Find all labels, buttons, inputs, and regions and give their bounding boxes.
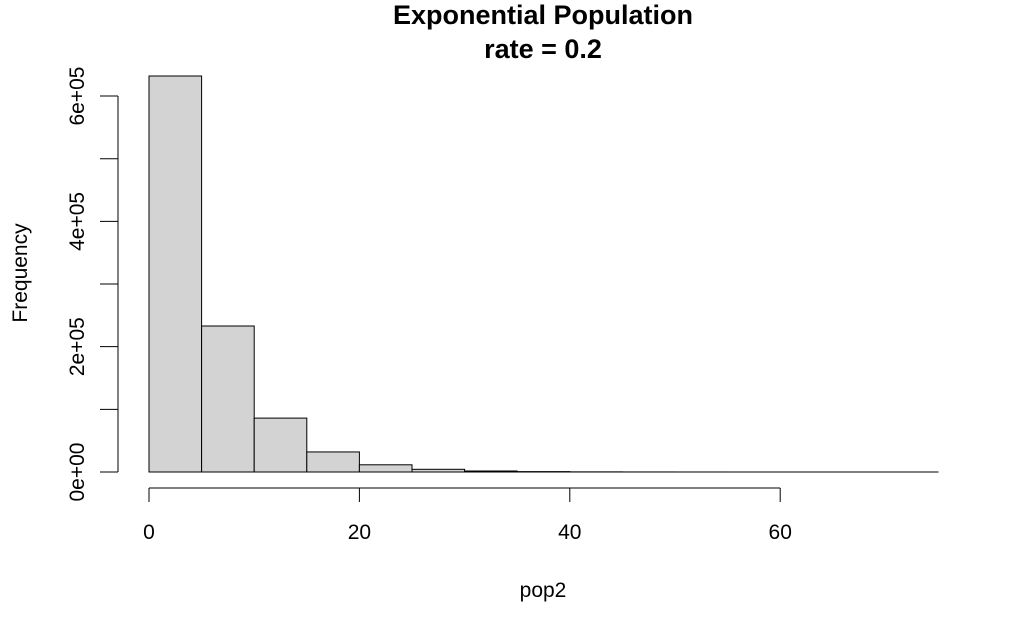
y-tick-label: 6e+05	[66, 67, 89, 126]
y-tick-label: 4e+05	[66, 192, 89, 251]
x-tick-label: 60	[769, 521, 792, 544]
chart-subtitle: rate = 0.2	[484, 34, 602, 64]
y-axis: 0e+00 2e+05 4e+05 6e+05	[66, 67, 119, 502]
x-axis: 0 20 40 60	[143, 487, 792, 544]
histogram-bar-4	[358, 464, 413, 473]
chart-title: Exponential Population	[393, 0, 693, 30]
histogram-bar-1	[201, 325, 255, 473]
x-axis-label: pop2	[520, 579, 567, 602]
histogram-bar-6	[464, 470, 518, 473]
x-tick-label: 20	[348, 521, 371, 544]
histogram-bars	[148, 75, 939, 473]
y-tick-label: 0e+00	[66, 443, 89, 502]
y-axis-label: Frequency	[9, 223, 32, 323]
histogram-bar-5	[411, 468, 466, 473]
x-tick-label: 0	[143, 521, 155, 544]
histogram-bar-0	[148, 75, 203, 473]
histogram-bar-3	[306, 451, 360, 473]
x-tick-label: 40	[558, 521, 581, 544]
histogram-bar-2	[253, 417, 308, 473]
y-tick-label: 2e+05	[66, 317, 89, 376]
